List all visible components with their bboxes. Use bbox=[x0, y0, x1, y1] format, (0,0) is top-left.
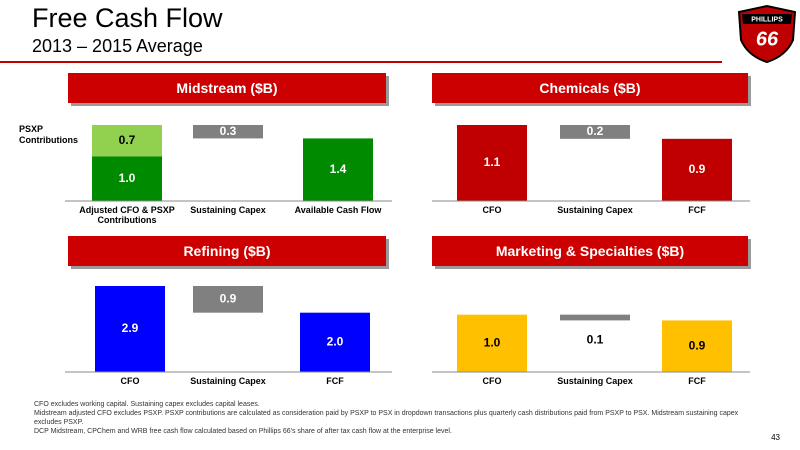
category-label: Adjusted CFO & PSXP Contributions bbox=[79, 205, 175, 225]
logo-name: PHILLIPS bbox=[751, 16, 783, 23]
value-label: 1.1 bbox=[484, 155, 501, 169]
logo-band bbox=[742, 14, 792, 24]
logo: PHILLIPS 66 bbox=[737, 4, 797, 64]
category-label: Sustaining Capex bbox=[190, 376, 266, 386]
category-label: FCF bbox=[326, 376, 344, 386]
value-label: 0.3 bbox=[220, 124, 237, 138]
bar bbox=[560, 125, 630, 139]
category-label: FCF bbox=[688, 376, 706, 386]
panel-header bbox=[432, 236, 748, 266]
bar bbox=[193, 125, 263, 139]
bar bbox=[193, 286, 263, 313]
category-label: FCF bbox=[688, 205, 706, 215]
value-label: 1.4 bbox=[330, 162, 347, 176]
slide-title: Free Cash Flow bbox=[32, 3, 223, 33]
value-label: 1.0 bbox=[484, 336, 501, 350]
value-label: 2.9 bbox=[122, 321, 139, 335]
value-label: 2.0 bbox=[327, 335, 344, 349]
panel-title: Marketing & Specialties ($B) bbox=[495, 243, 685, 259]
category-label: Sustaining Capex bbox=[190, 205, 266, 215]
value-label: 0.7 bbox=[119, 133, 136, 147]
panel-header bbox=[68, 236, 386, 266]
panel-title: Midstream ($B) bbox=[176, 80, 278, 96]
footnote: CFO excludes working capital. Sustaining… bbox=[34, 401, 260, 408]
bar bbox=[457, 125, 527, 201]
logo-number: 66 bbox=[756, 28, 779, 50]
value-label: 1.0 bbox=[119, 171, 136, 185]
category-label: Available Cash Flow bbox=[294, 205, 382, 215]
footnote: DCP Midstream, CPChem and WRB free cash … bbox=[34, 428, 452, 435]
category-label: CFO bbox=[482, 376, 502, 386]
bar bbox=[662, 320, 732, 372]
slide-subtitle: 2013 – 2015 Average bbox=[32, 36, 203, 56]
panel-title: Chemicals ($B) bbox=[539, 80, 641, 96]
panel-header bbox=[68, 73, 386, 103]
bar bbox=[95, 286, 165, 372]
category-label: Sustaining Capex bbox=[557, 376, 633, 386]
value-label: 0.9 bbox=[689, 162, 706, 176]
value-label: 0.2 bbox=[587, 124, 604, 138]
panel-title: Refining ($B) bbox=[183, 243, 271, 259]
bar bbox=[457, 314, 527, 372]
value-label: 0.1 bbox=[587, 333, 604, 347]
page-number: 43 bbox=[771, 433, 780, 442]
bar bbox=[662, 138, 732, 201]
value-label: 0.9 bbox=[689, 338, 706, 352]
bar bbox=[560, 314, 630, 321]
bar bbox=[92, 156, 162, 201]
bar bbox=[303, 138, 373, 201]
bar bbox=[92, 125, 162, 157]
footnote: Midstream adjusted CFO excludes PSXP. PS… bbox=[34, 410, 739, 426]
category-label: CFO bbox=[120, 376, 140, 386]
panel-header bbox=[432, 73, 748, 103]
footnotes: CFO excludes working capital. Sustaining… bbox=[34, 400, 764, 436]
legend-label: PSXP Contributions bbox=[19, 124, 78, 145]
value-label: 0.9 bbox=[220, 292, 237, 306]
category-label: Sustaining Capex bbox=[557, 205, 633, 215]
bar bbox=[300, 312, 370, 372]
category-label: CFO bbox=[482, 205, 502, 215]
